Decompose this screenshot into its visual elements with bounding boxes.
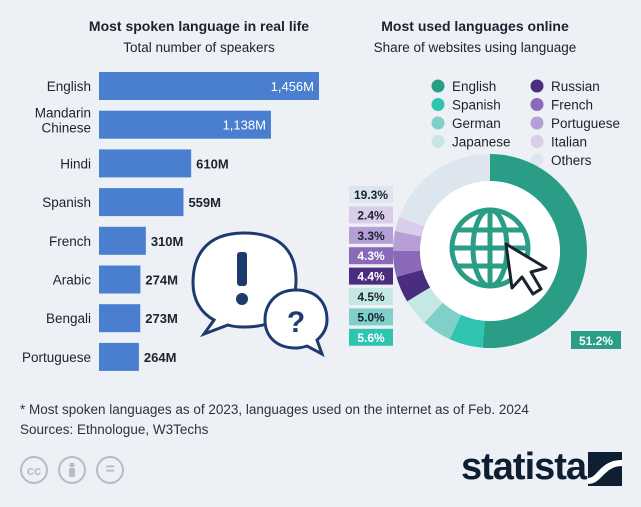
bar-value-label: 264M (144, 350, 177, 365)
bar-category-label: Hindi (60, 156, 91, 171)
bar-hindi (99, 149, 192, 178)
donut-slice-japanese (407, 287, 443, 323)
bar-spanish (99, 188, 184, 217)
bar-category-label: French (49, 234, 91, 249)
bar-bengali (99, 304, 141, 333)
donut-slice-english (482, 154, 587, 348)
cursor-pointer-icon (504, 242, 548, 296)
pct-label: 19.3% (354, 188, 388, 202)
pct-label: 4.3% (357, 249, 385, 263)
bar-french (99, 226, 146, 255)
legend-label: German (452, 116, 501, 131)
legend-label: Japanese (452, 135, 511, 150)
pct-label-box (571, 331, 621, 349)
statista-logo[interactable]: statista (461, 446, 587, 488)
legend-swatch (431, 116, 445, 130)
bar-category-label: Arabic (53, 273, 92, 288)
bar-category-label: Portuguese (22, 350, 91, 365)
bar-value-label: 1,138M (223, 118, 266, 133)
attribution-icon[interactable] (58, 456, 86, 484)
donut-legend: English Spanish German Japanese Russian Frenc… (431, 79, 620, 168)
bar-english (99, 72, 319, 100)
pct-label: 4.4% (357, 270, 385, 284)
donut-slice-russian (396, 269, 431, 302)
donut-chart-title: Most used languages online (381, 18, 569, 34)
no-derivatives-icon[interactable]: = (96, 456, 124, 484)
bar-category-label: Bengali (46, 311, 91, 326)
legend-label: Russian (551, 79, 600, 94)
legend-swatch (431, 79, 445, 93)
pct-label-box (349, 308, 393, 326)
pct-label-box (349, 206, 393, 224)
pct-label: 51.2% (579, 334, 613, 348)
legend-label: Italian (551, 135, 587, 150)
pct-label: 2.4% (357, 208, 385, 222)
legend-label: English (452, 79, 496, 94)
donut-slice-spanish (449, 314, 485, 348)
donut-value-labels: 19.3% 2.4% 3.3% 4.3% 4.4% 4.5% 5.0% 5.6% 51.2% (349, 186, 621, 349)
legend-label: Others (551, 153, 592, 168)
pct-label-box (349, 226, 393, 244)
donut-chart (393, 154, 587, 348)
donut-slice-german (424, 302, 461, 340)
bar-value-label: 559M (188, 195, 221, 210)
bar-chart-subtitle: Total number of speakers (123, 40, 275, 55)
legend-label: Spanish (452, 98, 501, 113)
pct-label: 3.3% (357, 229, 385, 243)
bar-portuguese (99, 342, 139, 371)
creative-commons-icon[interactable]: cc (20, 456, 48, 484)
legend-swatch (530, 153, 544, 167)
legend-swatch (431, 135, 445, 148)
donut-slice-italian (395, 216, 425, 237)
legend-swatch (530, 135, 544, 148)
sources: Sources: Ethnologue, W3Techs (20, 422, 209, 437)
pct-label-box (349, 328, 393, 346)
bar-chart: English 1,456M Mandarin Chinese 1,138M Hindi 6… (22, 72, 319, 371)
bar-arabic (99, 265, 141, 294)
bar-value-label: 274M (145, 273, 178, 288)
donut-slice-others (399, 154, 490, 227)
donut-slice-portuguese (393, 231, 422, 251)
legend-swatch (530, 79, 544, 93)
question-speech-bubble-icon: ? (263, 288, 329, 358)
bar-value-label: 273M (145, 311, 178, 326)
legend-label: Portuguese (551, 116, 620, 131)
bar-chart-title: Most spoken language in real life (89, 18, 309, 34)
bar-value-label: 310M (151, 234, 184, 249)
pct-label-box (349, 288, 393, 305)
svg-text:?: ? (287, 306, 305, 339)
donut-slice-french (393, 251, 423, 277)
legend-swatch (530, 116, 544, 130)
donut-chart-subtitle: Share of websites using language (374, 40, 577, 55)
pct-label: 4.5% (357, 290, 385, 304)
pct-label: 5.6% (357, 331, 385, 345)
legend-swatch (530, 98, 544, 111)
bar-mandarin-chinese (99, 110, 271, 139)
legend-label: French (551, 98, 593, 113)
footnote: * Most spoken languages as of 2023, lang… (20, 402, 529, 417)
pct-label: 5.0% (357, 310, 385, 324)
pct-label-box (349, 186, 393, 203)
bar-category-label: Mandarin Chinese (35, 106, 91, 136)
bar-value-label: 610M (196, 156, 229, 171)
pct-label-box (349, 247, 393, 265)
bar-category-label: Spanish (42, 195, 91, 210)
legend-swatch (431, 98, 445, 111)
statista-logo-icon (588, 452, 622, 486)
bar-category-label: English (47, 79, 91, 94)
bar-value-label: 1,456M (271, 79, 314, 94)
pct-label-box (349, 267, 393, 285)
